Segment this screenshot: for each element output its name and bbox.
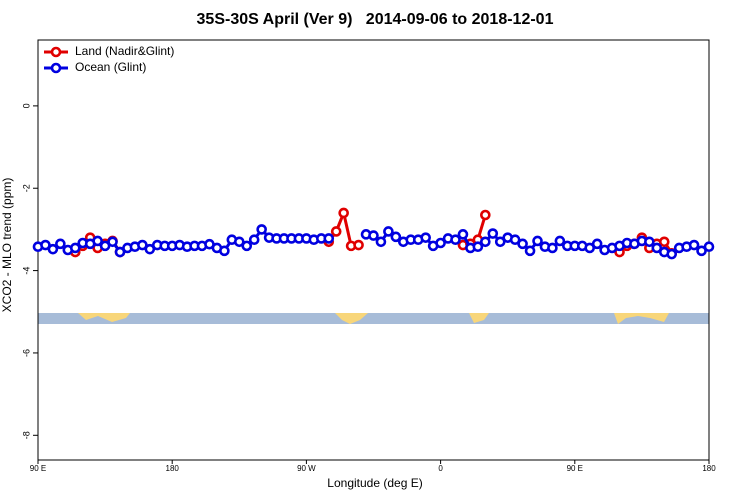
x-tick-label: 180 — [166, 464, 180, 473]
x-tick-label: 90 E — [30, 464, 46, 473]
point — [472, 241, 484, 253]
y-tick-label: -2 — [21, 184, 31, 192]
legend-label: Ocean (Glint) — [75, 60, 146, 74]
legend-label: Land (Nadir&Glint) — [75, 44, 174, 58]
point — [420, 232, 431, 243]
point — [584, 242, 596, 254]
point — [353, 239, 364, 251]
land-strip — [78, 313, 130, 322]
point — [644, 236, 655, 248]
x-tick-label: 0 — [438, 464, 443, 473]
point — [144, 243, 156, 255]
map-strip — [38, 313, 709, 324]
point — [487, 228, 499, 239]
point — [517, 238, 528, 250]
point — [554, 235, 566, 247]
point — [69, 242, 81, 254]
point — [532, 235, 543, 247]
point — [703, 241, 715, 253]
point — [666, 248, 678, 260]
y-tick-label: -6 — [21, 349, 31, 357]
point — [480, 209, 491, 221]
point — [457, 229, 469, 240]
land-strip — [469, 313, 489, 323]
y-axis-label: XCO2 - MLO trend (ppm) — [0, 178, 14, 313]
x-tick-label: 90 E — [567, 464, 583, 473]
point — [323, 233, 335, 244]
x-axis-label: Longitude (deg E) — [327, 476, 422, 490]
point — [480, 236, 491, 248]
x-tick-label: 90 W — [297, 464, 316, 473]
land-strip — [335, 313, 368, 324]
point — [547, 242, 558, 254]
point — [234, 236, 245, 248]
point — [509, 234, 521, 246]
point — [114, 246, 126, 258]
point — [338, 207, 349, 219]
point — [435, 237, 446, 249]
point — [375, 236, 387, 248]
point — [92, 235, 103, 247]
point — [330, 226, 342, 237]
legend-marker — [50, 46, 62, 58]
point — [383, 226, 394, 237]
point — [368, 230, 379, 241]
point — [248, 234, 260, 246]
point — [219, 245, 230, 257]
point — [47, 243, 59, 255]
point — [55, 238, 66, 250]
y-tick-label: 0 — [21, 103, 31, 108]
ocean-strip — [38, 313, 709, 324]
chart-title: 35S-30S April (Ver 9) 2014-09-06 to 2018… — [197, 11, 554, 28]
point — [40, 239, 51, 251]
point — [494, 236, 506, 248]
point — [137, 239, 148, 251]
point — [107, 236, 118, 248]
point — [256, 224, 267, 235]
point — [658, 236, 670, 248]
x-tick-label: 180 — [702, 464, 716, 473]
point — [651, 242, 663, 254]
point — [241, 240, 253, 252]
point — [450, 234, 461, 246]
point — [99, 240, 111, 252]
y-tick-label: -8 — [21, 431, 31, 439]
y-tick-label: -4 — [21, 267, 31, 275]
point — [591, 238, 603, 250]
legend-marker — [50, 62, 62, 74]
land-strip — [614, 313, 669, 324]
point — [688, 239, 700, 251]
point — [524, 245, 536, 257]
point — [696, 245, 707, 257]
series — [32, 224, 715, 260]
point — [390, 231, 402, 243]
